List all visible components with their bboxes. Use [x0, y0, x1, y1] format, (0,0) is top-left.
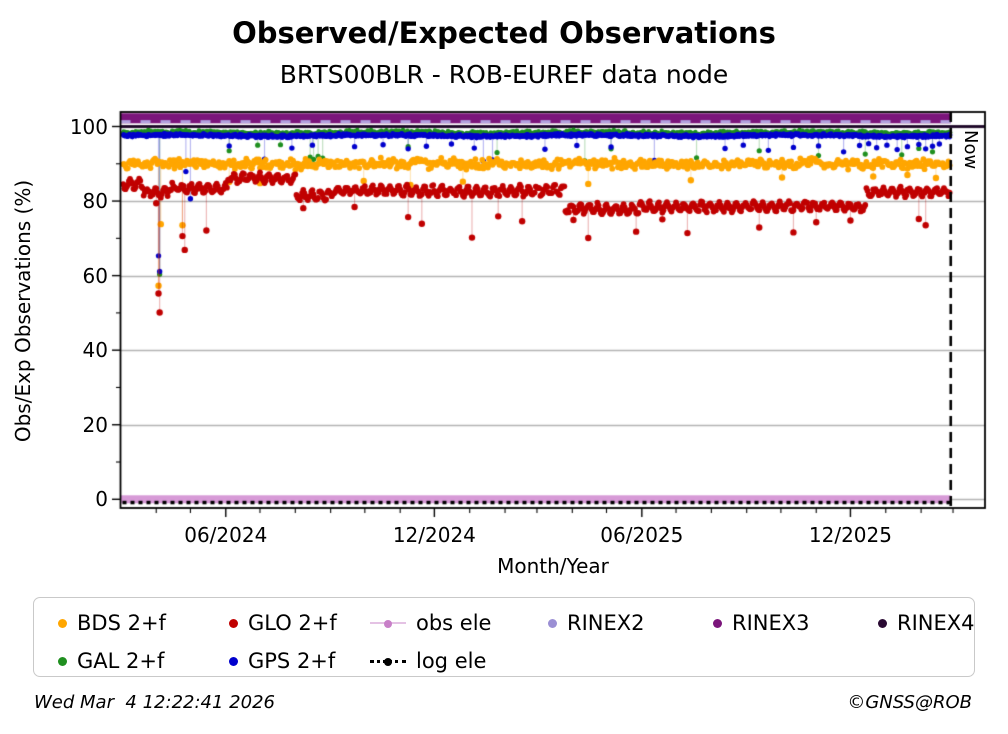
rinex4-marker-icon — [878, 618, 887, 628]
legend-label: RINEX3 — [732, 611, 810, 635]
legend-label: GLO 2+f — [248, 611, 337, 635]
legend-item-glo-2-f: GLO 2+f — [229, 608, 337, 638]
y-tick-label: 100 — [69, 114, 108, 139]
obs-ele-marker-icon — [370, 619, 406, 628]
rinex3-marker-icon — [713, 618, 722, 628]
legend-item-log-ele: log ele — [370, 646, 486, 676]
legend-label: RINEX4 — [897, 611, 975, 635]
chart-title: Observed/Expected Observations — [232, 16, 776, 50]
x-tick-label: 12/2024 — [392, 523, 476, 547]
legend-item-rinex4: RINEX4 — [878, 608, 975, 638]
y-tick-label: 40 — [82, 338, 108, 363]
chart-subtitle: BRTS00BLR - ROB-EUREF data node — [279, 60, 729, 89]
legend-item-gal-2-f: GAL 2+f — [58, 646, 164, 676]
x-tick-label: 12/2025 — [808, 523, 892, 547]
legend-item-rinex3: RINEX3 — [713, 608, 810, 638]
log-ele-marker-icon — [370, 657, 406, 666]
y-tick-label: 60 — [82, 263, 108, 288]
legend-item-obs-ele: obs ele — [370, 608, 491, 638]
y-tick-label: 80 — [82, 189, 108, 214]
legend-item-bds-2-f: BDS 2+f — [58, 608, 166, 638]
y-axis-label: Obs/Exp Observations (%) — [11, 179, 35, 443]
bds-2-f-marker-icon — [58, 618, 67, 628]
credit-label: ©GNSS@ROB — [847, 692, 972, 713]
chart-canvas — [0, 0, 1008, 595]
gal-2-f-marker-icon — [58, 656, 67, 666]
legend-box: BDS 2+f GLO 2+f obs ele RINEX2 RINEX3 RINEX4 G… — [33, 597, 975, 677]
gps-2-f-marker-icon — [229, 656, 238, 666]
legend-item-gps-2-f: GPS 2+f — [229, 646, 335, 676]
now-marker-label: Now — [960, 130, 981, 170]
legend-label: obs ele — [416, 611, 492, 635]
legend-label: log ele — [416, 649, 487, 673]
rinex2-marker-icon — [548, 618, 557, 628]
glo-2-f-marker-icon — [229, 618, 238, 628]
y-tick-label: 0 — [95, 487, 108, 512]
x-tick-label: 06/2024 — [184, 523, 268, 547]
legend-label: BDS 2+f — [77, 611, 166, 635]
y-tick-label: 20 — [82, 412, 108, 437]
plot-timestamp: Wed Mar 4 12:22:41 2026 — [34, 692, 275, 713]
legend-item-rinex2: RINEX2 — [548, 608, 645, 638]
x-tick-label: 06/2025 — [600, 523, 684, 547]
legend-label: GAL 2+f — [77, 649, 165, 673]
legend-label: GPS 2+f — [248, 649, 336, 673]
x-axis-label: Month/Year — [497, 554, 609, 578]
legend-label: RINEX2 — [567, 611, 645, 635]
